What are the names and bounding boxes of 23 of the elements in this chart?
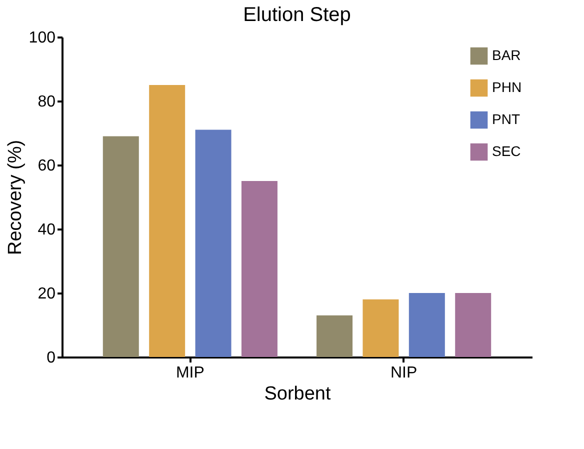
bar bbox=[408, 293, 445, 357]
y-tick-label: 100 bbox=[28, 30, 56, 46]
y-tick-label: 20 bbox=[38, 286, 56, 302]
y-axis-title: Recovery (%) bbox=[4, 140, 26, 256]
bar bbox=[149, 85, 186, 357]
chart-title: Elution Step bbox=[243, 4, 351, 26]
bar bbox=[455, 293, 492, 357]
legend-label: BAR bbox=[492, 47, 521, 63]
y-tick-label: 0 bbox=[46, 350, 56, 366]
x-tick-label: NIP bbox=[390, 364, 418, 382]
legend-label: PNT bbox=[492, 111, 520, 127]
x-tick-label: MIP bbox=[176, 364, 204, 382]
bar bbox=[362, 299, 399, 357]
legend-label: SEC bbox=[492, 143, 521, 159]
bar bbox=[195, 130, 232, 357]
bar bbox=[316, 315, 353, 357]
x-axis-title: Sorbent bbox=[264, 384, 332, 404]
y-tick-label: 80 bbox=[38, 94, 56, 110]
bar bbox=[241, 181, 278, 357]
y-tick-label: 60 bbox=[38, 158, 56, 174]
y-tick-label: 40 bbox=[38, 222, 56, 238]
bar bbox=[102, 136, 139, 357]
legend-label: PHN bbox=[492, 79, 522, 95]
